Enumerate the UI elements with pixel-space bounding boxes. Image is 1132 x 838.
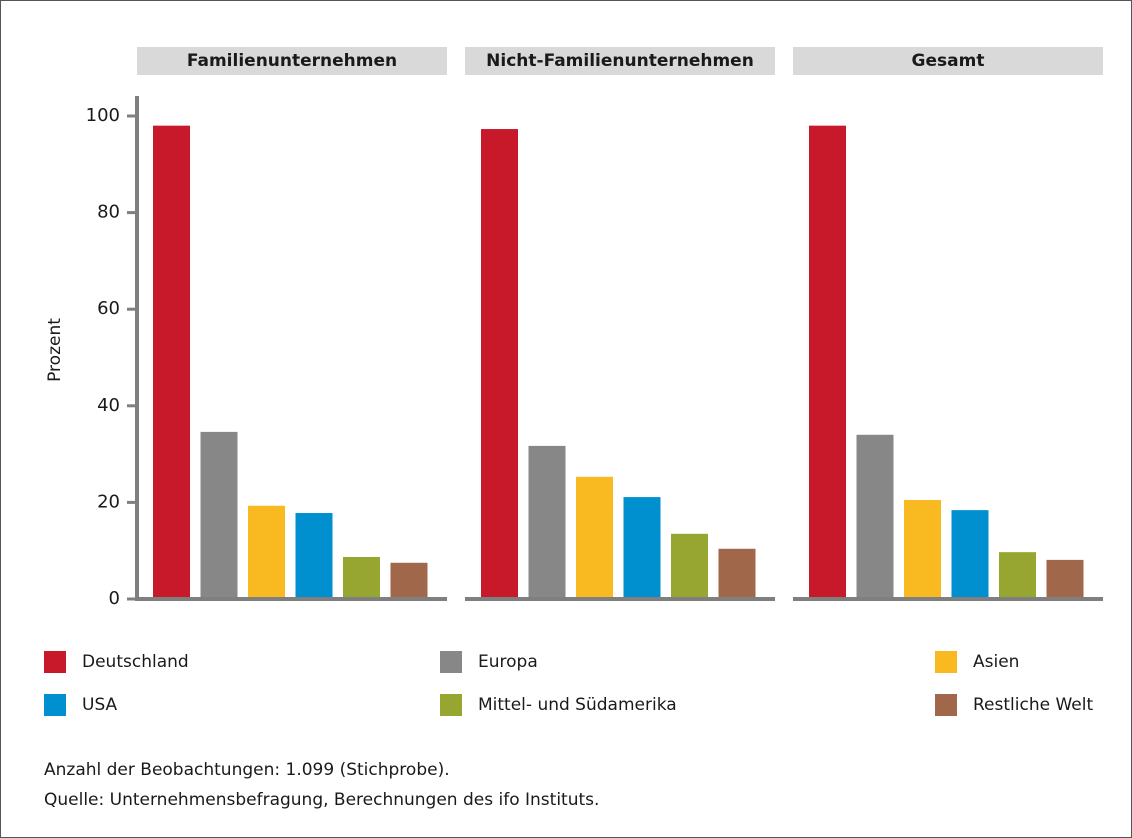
bar xyxy=(623,497,661,599)
bar xyxy=(343,556,380,599)
legend-label: Europa xyxy=(478,652,538,672)
bar xyxy=(481,129,518,599)
bar xyxy=(576,476,613,599)
y-axis-label: Prozent xyxy=(45,318,65,382)
y-tick-label: 0 xyxy=(109,588,120,609)
note: Anzahl der Beobachtungen: 1.099 (Stichpr… xyxy=(44,760,450,780)
legend-label: Deutschland xyxy=(82,652,189,672)
panel-title: Nicht-Familienunternehmen xyxy=(486,51,754,71)
bar xyxy=(1046,559,1084,599)
y-tick-label: 100 xyxy=(86,105,120,126)
legend-swatch xyxy=(44,694,66,716)
legend-swatch xyxy=(935,651,957,673)
panel-header xyxy=(465,47,775,75)
panel-title: Familienunternehmen xyxy=(187,51,397,71)
bar xyxy=(951,510,989,599)
legend-label: Asien xyxy=(973,652,1019,672)
y-tick-label: 20 xyxy=(97,491,120,512)
bar xyxy=(295,513,333,599)
legend-label: Mittel- und Südamerika xyxy=(478,695,677,715)
bar xyxy=(671,533,708,599)
legend-swatch xyxy=(440,694,462,716)
bar xyxy=(528,445,566,599)
bar xyxy=(904,499,941,599)
bar xyxy=(390,562,428,599)
bar xyxy=(153,125,190,599)
panel-header xyxy=(137,47,447,75)
legend-label: USA xyxy=(82,695,118,715)
note: Quelle: Unternehmensbefragung, Berechnun… xyxy=(44,790,599,810)
legend-swatch xyxy=(440,651,462,673)
bar xyxy=(200,431,238,599)
legend-label: Restliche Welt xyxy=(973,695,1093,715)
panel-title: Gesamt xyxy=(912,51,985,71)
y-tick-label: 40 xyxy=(97,395,120,416)
legend-swatch xyxy=(935,694,957,716)
legend-swatch xyxy=(44,651,66,673)
y-tick-label: 60 xyxy=(97,298,120,319)
y-tick-label: 80 xyxy=(97,202,120,223)
bar xyxy=(718,548,756,599)
bar xyxy=(856,434,894,599)
bar xyxy=(999,552,1036,599)
panel-header xyxy=(793,47,1103,75)
bar xyxy=(248,505,285,599)
bar xyxy=(809,125,846,599)
